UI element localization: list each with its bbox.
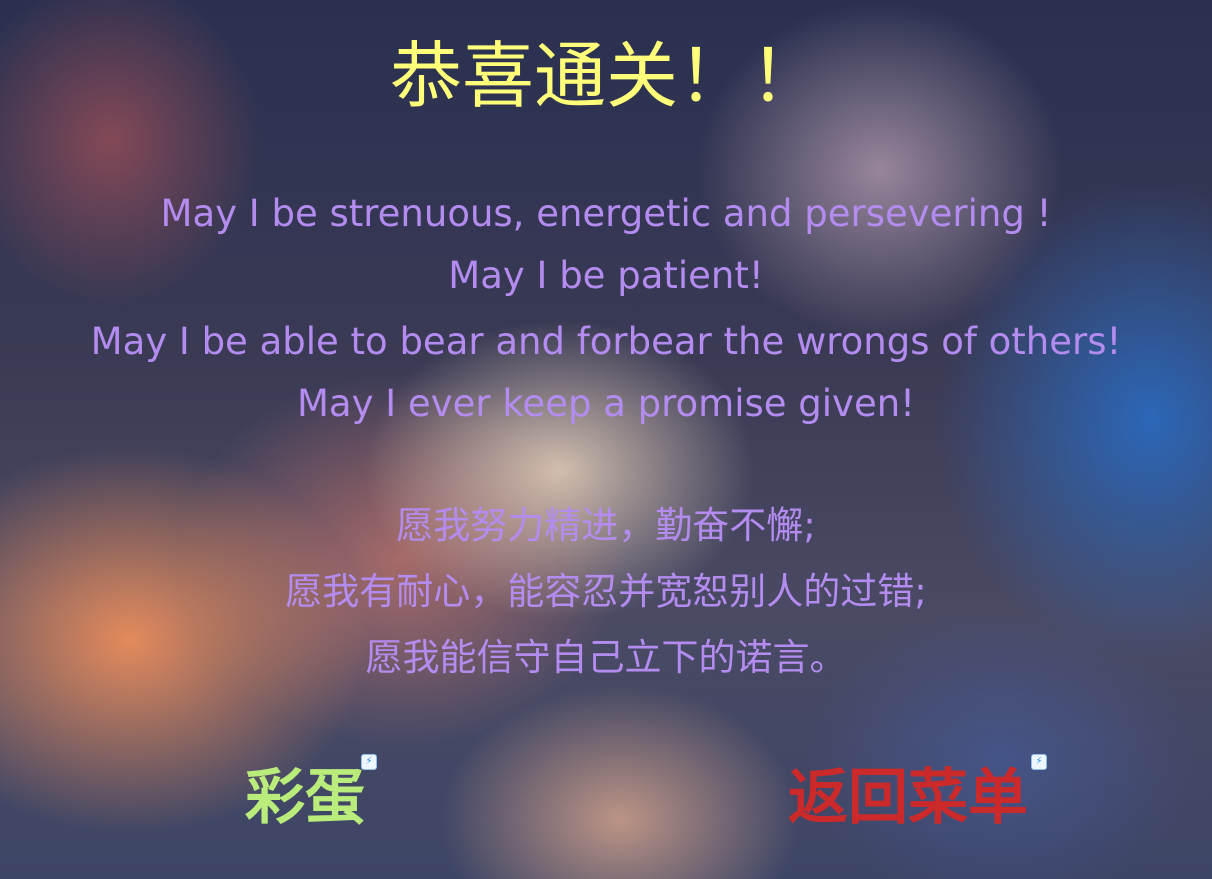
poem-chinese-line-2: 愿我有耐心，能容忍并宽恕别人的过错; <box>285 570 927 613</box>
poem-chinese-line-1: 愿我努力精进，勤奋不懈; <box>396 504 816 547</box>
poem-english-line-1: May I be strenuous, energetic and persev… <box>160 192 1052 235</box>
poem-english-line-2: May I be patient! <box>448 254 764 297</box>
easter-egg-button[interactable]: 彩蛋 <box>245 763 365 833</box>
lightning-icon: ⚡ <box>1031 754 1047 770</box>
poem-english-line-4: May I ever keep a promise given! <box>297 382 915 425</box>
poem-english-line-3: May I be able to bear and forbear the wr… <box>90 320 1122 363</box>
poem-chinese-line-3: 愿我能信守自己立下的诺言。 <box>365 636 847 679</box>
page-title: 恭喜通关！！ <box>389 34 822 118</box>
lightning-icon: ⚡ <box>361 754 377 770</box>
back-to-menu-button[interactable]: 返回菜单 <box>788 763 1028 833</box>
